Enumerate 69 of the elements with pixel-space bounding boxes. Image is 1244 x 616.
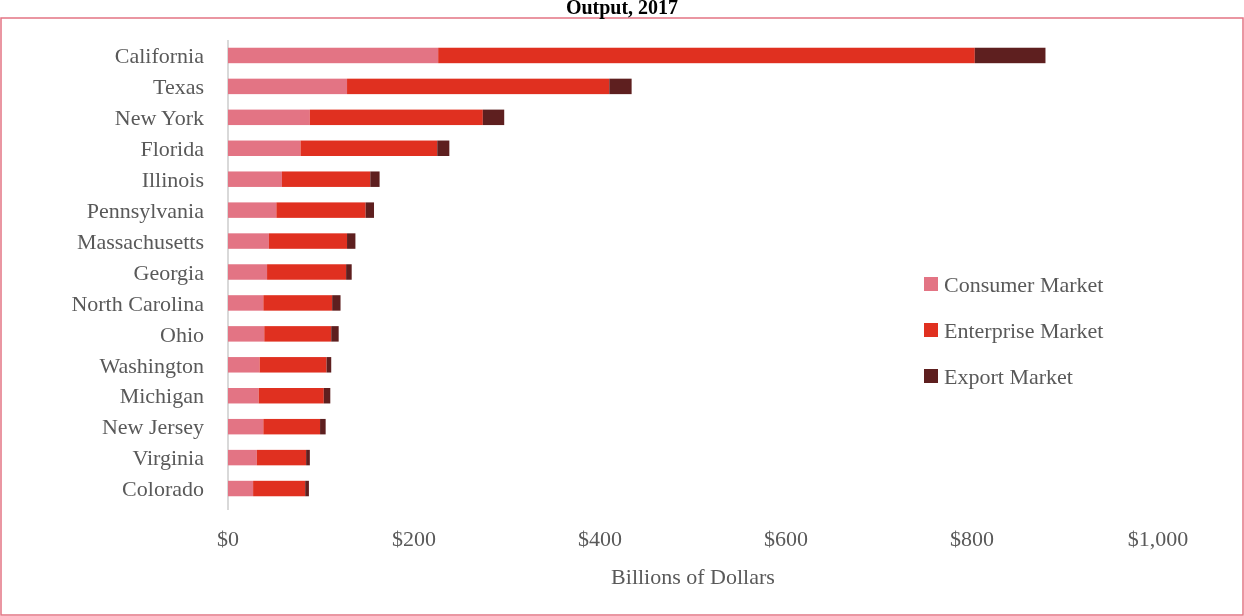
bar <box>346 264 352 280</box>
bar <box>974 47 1046 64</box>
bar <box>306 449 310 466</box>
bar <box>228 264 268 280</box>
bar <box>347 78 610 95</box>
bar <box>332 295 341 311</box>
bar <box>263 418 321 435</box>
bar <box>305 480 309 497</box>
bar <box>228 109 310 126</box>
y-tick-label: Georgia <box>133 259 205 285</box>
bar <box>228 418 264 435</box>
bar <box>259 357 327 373</box>
bar <box>228 480 254 497</box>
y-tick-label: Florida <box>140 135 205 161</box>
bar <box>253 480 306 497</box>
y-tick-label: New Jersey <box>101 414 204 440</box>
y-tick-label: Massachusetts <box>76 228 204 254</box>
bar <box>281 171 371 187</box>
y-tick-label: Virginia <box>132 445 205 471</box>
y-tick-label: California <box>114 43 205 69</box>
legend-label: Consumer Market <box>944 271 1104 297</box>
bar <box>228 449 257 466</box>
bar <box>267 264 347 280</box>
bar <box>276 202 366 218</box>
bar <box>228 233 269 249</box>
bar <box>228 202 277 218</box>
bar <box>228 78 348 95</box>
y-tick-label: Ohio <box>160 321 204 347</box>
bar <box>228 295 264 311</box>
x-tick-label: $200 <box>392 526 436 551</box>
bar <box>331 326 339 342</box>
bar <box>365 202 375 218</box>
bar <box>263 295 333 311</box>
y-tick-label: Pennsylvania <box>86 197 205 223</box>
x-tick-label: $400 <box>578 526 622 551</box>
bar <box>228 47 439 64</box>
bar <box>228 357 260 373</box>
y-tick-label: Washington <box>99 352 204 378</box>
bar <box>256 449 307 466</box>
bar <box>370 171 380 187</box>
bar <box>609 78 632 95</box>
bar <box>320 418 326 435</box>
x-tick-label: $600 <box>764 526 808 551</box>
bar <box>437 140 450 156</box>
y-tick-label: Colorado <box>122 476 204 502</box>
bar <box>438 47 975 64</box>
bar <box>482 109 505 126</box>
legend-label: Enterprise Market <box>944 317 1104 343</box>
bar <box>228 326 265 342</box>
bar <box>309 109 483 126</box>
x-tick-label: $800 <box>950 526 994 551</box>
bar <box>347 233 356 249</box>
x-axis-title: Billions of Dollars <box>611 564 775 589</box>
y-tick-label: Texas <box>153 74 204 100</box>
bar <box>268 233 348 249</box>
y-tick-label: Michigan <box>119 383 204 409</box>
y-tick-label: Illinois <box>141 166 204 192</box>
x-tick-label: $1,000 <box>1127 526 1189 551</box>
bar <box>228 388 259 404</box>
bar <box>228 171 282 187</box>
y-tick-label: North Carolina <box>71 290 205 316</box>
bar <box>228 140 301 156</box>
bar <box>264 326 332 342</box>
y-tick-label: New York <box>114 105 204 131</box>
bar <box>300 140 438 156</box>
bar <box>258 388 324 404</box>
chart-title: Output, 2017 <box>565 0 679 19</box>
legend-label: Export Market <box>944 363 1073 389</box>
x-tick-label: $0 <box>217 526 239 551</box>
